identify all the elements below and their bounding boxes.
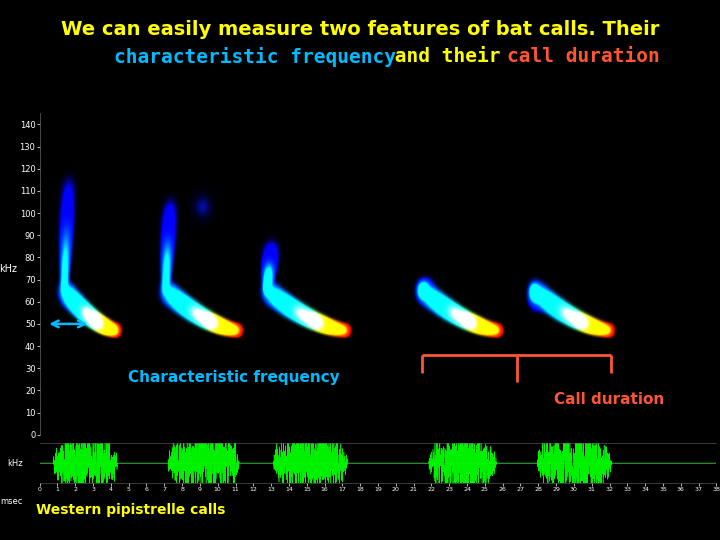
- Y-axis label: kHz: kHz: [0, 264, 17, 274]
- Text: call duration: call duration: [507, 47, 660, 66]
- Text: We can easily measure two features of bat calls. Their: We can easily measure two features of ba…: [60, 20, 660, 39]
- Text: Western pipistrelle calls: Western pipistrelle calls: [36, 503, 225, 517]
- Text: kHz: kHz: [7, 458, 23, 468]
- Text: msec: msec: [0, 497, 23, 507]
- Text: Call duration: Call duration: [554, 392, 665, 407]
- Text: characteristic frequency: characteristic frequency: [67, 46, 396, 67]
- Text: Characteristic frequency: Characteristic frequency: [127, 369, 339, 384]
- Text: and their: and their: [382, 47, 512, 66]
